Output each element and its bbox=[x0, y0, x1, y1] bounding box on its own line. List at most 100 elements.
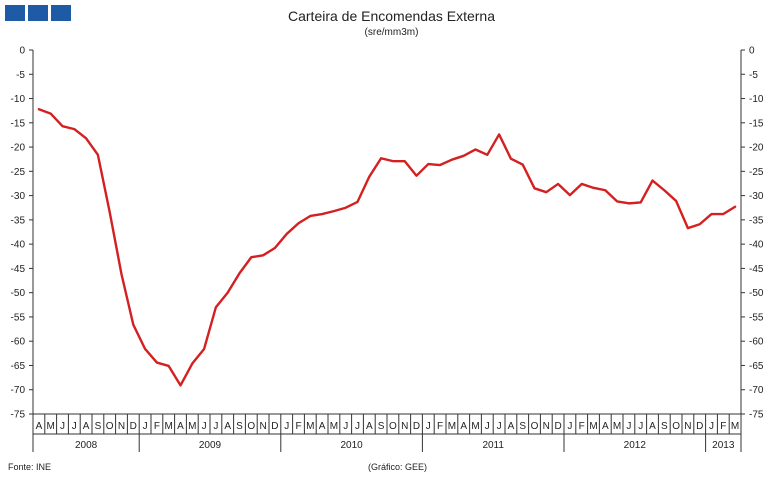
x-tick-label: N bbox=[401, 421, 408, 432]
x-tick-label: J bbox=[638, 421, 643, 432]
x-tick-label: M bbox=[731, 421, 739, 432]
x-year-label: 2013 bbox=[712, 440, 735, 451]
y-tick-label-right: -60 bbox=[749, 337, 764, 348]
y-tick-label-right: -50 bbox=[749, 288, 764, 299]
y-tick-label-left: -35 bbox=[11, 215, 26, 226]
y-tick-label-left: -55 bbox=[11, 312, 26, 323]
x-tick-label: O bbox=[389, 421, 397, 432]
y-tick-label-left: -15 bbox=[11, 118, 26, 129]
x-tick-label: M bbox=[188, 421, 196, 432]
x-tick-label: J bbox=[143, 421, 148, 432]
y-tick-label-right: -30 bbox=[749, 191, 764, 202]
x-tick-label: J bbox=[343, 421, 348, 432]
x-tick-label: O bbox=[672, 421, 680, 432]
x-tick-label: J bbox=[213, 421, 218, 432]
x-tick-label: F bbox=[295, 421, 301, 432]
x-tick-label: N bbox=[118, 421, 125, 432]
x-tick-label: M bbox=[306, 421, 314, 432]
x-tick-label: N bbox=[543, 421, 550, 432]
x-tick-label: A bbox=[508, 421, 515, 432]
x-tick-label: J bbox=[202, 421, 207, 432]
y-tick-label-right: -25 bbox=[749, 167, 764, 178]
y-tick-label-right: -20 bbox=[749, 143, 764, 154]
y-tick-label-left: -60 bbox=[11, 337, 26, 348]
logo-block bbox=[28, 5, 48, 21]
y-tick-label-left: -30 bbox=[11, 191, 26, 202]
y-tick-label-right: 0 bbox=[749, 46, 755, 57]
y-tick-label-right: -35 bbox=[749, 215, 764, 226]
x-year-label: 2012 bbox=[624, 440, 647, 451]
x-tick-label: J bbox=[485, 421, 490, 432]
x-year-label: 2010 bbox=[340, 440, 363, 451]
x-tick-label: M bbox=[448, 421, 456, 432]
x-tick-label: M bbox=[47, 421, 55, 432]
x-tick-label: S bbox=[378, 421, 385, 432]
x-tick-label: A bbox=[36, 421, 43, 432]
chart-subtitle: (sre/mm3m) bbox=[364, 27, 419, 38]
credit-note: (Gráfico: GEE) bbox=[368, 462, 428, 472]
y-tick-label-right: -5 bbox=[749, 70, 758, 81]
y-tick-label-left: -10 bbox=[11, 94, 26, 105]
y-tick-label-left: -5 bbox=[16, 70, 25, 81]
x-tick-label: O bbox=[247, 421, 255, 432]
x-tick-label: J bbox=[355, 421, 360, 432]
x-tick-label: A bbox=[460, 421, 467, 432]
y-tick-label-right: -10 bbox=[749, 94, 764, 105]
y-tick-label-left: -20 bbox=[11, 143, 26, 154]
source-note: Fonte: INE bbox=[8, 462, 52, 472]
y-tick-label-left: -25 bbox=[11, 167, 26, 178]
y-tick-label-left: -75 bbox=[11, 410, 26, 421]
x-tick-label: M bbox=[471, 421, 479, 432]
x-tick-label: S bbox=[236, 421, 243, 432]
x-tick-label: J bbox=[709, 421, 714, 432]
x-tick-label: S bbox=[661, 421, 668, 432]
x-tick-label: O bbox=[106, 421, 114, 432]
logo-block bbox=[51, 5, 71, 21]
x-tick-label: S bbox=[519, 421, 526, 432]
x-tick-label: A bbox=[649, 421, 656, 432]
x-tick-label: J bbox=[626, 421, 631, 432]
x-tick-label: M bbox=[589, 421, 597, 432]
x-tick-label: D bbox=[271, 421, 278, 432]
x-tick-label: J bbox=[72, 421, 77, 432]
y-tick-label-right: -70 bbox=[749, 385, 764, 396]
x-year-label: 2008 bbox=[75, 440, 98, 451]
y-tick-label-right: -75 bbox=[749, 410, 764, 421]
y-tick-label-left: -50 bbox=[11, 288, 26, 299]
x-tick-label: A bbox=[83, 421, 90, 432]
x-tick-label: D bbox=[554, 421, 561, 432]
x-year-label: 2011 bbox=[482, 440, 504, 451]
y-tick-label-left: -40 bbox=[11, 240, 26, 251]
y-tick-label-left: 0 bbox=[19, 46, 25, 57]
y-tick-label-left: -45 bbox=[11, 264, 26, 275]
x-tick-label: A bbox=[319, 421, 326, 432]
x-tick-label: S bbox=[95, 421, 102, 432]
x-tick-label: O bbox=[531, 421, 539, 432]
x-tick-label: M bbox=[330, 421, 338, 432]
x-tick-label: M bbox=[165, 421, 173, 432]
x-year-label: 2009 bbox=[199, 440, 222, 451]
x-tick-label: D bbox=[130, 421, 137, 432]
x-tick-label: F bbox=[579, 421, 585, 432]
x-tick-label: A bbox=[366, 421, 373, 432]
x-tick-label: J bbox=[284, 421, 289, 432]
y-tick-label-right: -40 bbox=[749, 240, 764, 251]
y-tick-label-left: -70 bbox=[11, 385, 26, 396]
x-tick-label: A bbox=[224, 421, 231, 432]
chart-title: Carteira de Encomendas Externa bbox=[288, 8, 495, 24]
x-tick-label: D bbox=[413, 421, 420, 432]
x-tick-label: J bbox=[567, 421, 572, 432]
x-tick-label: F bbox=[720, 421, 726, 432]
x-tick-label: M bbox=[613, 421, 621, 432]
x-tick-label: A bbox=[602, 421, 609, 432]
y-tick-label-right: -15 bbox=[749, 118, 764, 129]
x-tick-label: J bbox=[426, 421, 431, 432]
y-tick-label-right: -45 bbox=[749, 264, 764, 275]
series-line bbox=[37, 108, 737, 387]
x-tick-label: J bbox=[60, 421, 65, 432]
logo-block bbox=[5, 5, 25, 21]
x-tick-label: N bbox=[259, 421, 266, 432]
y-tick-label-right: -55 bbox=[749, 312, 764, 323]
x-tick-label: N bbox=[684, 421, 691, 432]
